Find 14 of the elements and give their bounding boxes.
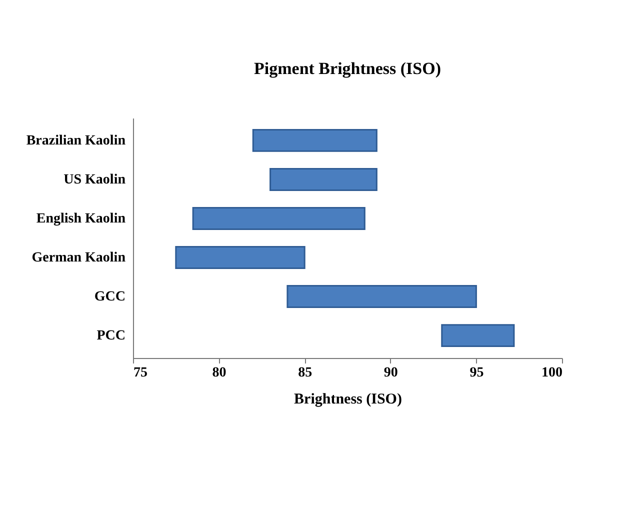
- x-tick-label: 80: [212, 366, 226, 380]
- y-tick-label: US Kaolin: [64, 172, 126, 188]
- x-axis-title: Brightness (ISO): [294, 392, 402, 408]
- x-tick-label: 85: [298, 366, 312, 380]
- x-tick-label: 95: [470, 366, 484, 380]
- chart-title: Pigment Brightness (ISO): [254, 59, 441, 78]
- y-tick-label: GCC: [94, 290, 126, 305]
- y-tick-label: Brazilian Kaolin: [26, 133, 126, 148]
- y-tick-label: PCC: [96, 328, 126, 344]
- y-tick-label: German Kaolin: [32, 250, 126, 266]
- x-tick-label: 90: [384, 366, 398, 380]
- x-tick-label: 75: [134, 366, 148, 380]
- y-tick-label: English Kaolin: [36, 211, 126, 226]
- x-tick-label: 100: [542, 366, 562, 380]
